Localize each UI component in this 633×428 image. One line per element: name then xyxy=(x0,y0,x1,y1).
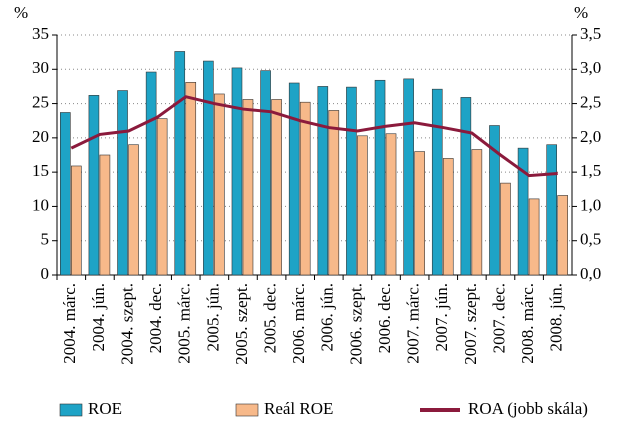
legend-label: ROE xyxy=(88,399,122,418)
y2-tick-label: 1,0 xyxy=(580,195,601,214)
x-tick-label: 2004. márc. xyxy=(60,283,79,364)
x-tick-label: 2005. márc. xyxy=(175,283,194,364)
y-tick-label: 30 xyxy=(32,58,49,77)
x-tick-label: 2007. szept. xyxy=(461,283,480,365)
bar xyxy=(174,51,186,276)
legend-swatch xyxy=(235,403,259,417)
x-tick-label: 2004. jún. xyxy=(89,283,108,351)
bar xyxy=(517,147,529,276)
bar xyxy=(203,60,214,276)
y2-tick-label: 3,0 xyxy=(580,58,601,77)
bar xyxy=(271,99,282,276)
legend-swatch xyxy=(59,403,83,417)
bar xyxy=(357,135,368,276)
x-tick-label: 2007. dec. xyxy=(489,283,508,353)
y-tick-label: 25 xyxy=(32,92,49,111)
bar xyxy=(99,154,111,276)
bar xyxy=(117,90,128,276)
bar xyxy=(546,144,557,276)
bar xyxy=(71,165,82,276)
y-tick-label: 5 xyxy=(41,230,50,249)
line xyxy=(70,95,558,178)
y2-unit: % xyxy=(574,3,588,22)
x-tick-label: 2006. márc. xyxy=(289,283,308,364)
bar xyxy=(185,82,197,276)
legend-label: ROA (jobb skála) xyxy=(468,399,588,418)
x-tick-label: 2008. jún. xyxy=(547,283,566,351)
y2-tick-label: 2,0 xyxy=(580,127,601,146)
bar xyxy=(156,118,168,276)
y2-tick-label: 1,5 xyxy=(580,161,601,180)
x-tick-label: 2006. szept. xyxy=(346,283,365,365)
y-tick-label: 15 xyxy=(32,161,49,180)
bar xyxy=(442,158,454,276)
x-tick-label: 2007. jún. xyxy=(432,283,451,351)
x-tick-label: 2007. márc. xyxy=(404,283,423,364)
legend-label: Reál ROE xyxy=(264,399,333,418)
bar xyxy=(60,112,71,276)
x-tick-label: 2005. jún. xyxy=(203,283,222,351)
bar xyxy=(128,144,139,276)
bar xyxy=(260,70,271,276)
x-tick-label: 2005. dec. xyxy=(260,283,279,353)
x-tick-label: 2008. márc. xyxy=(518,283,537,364)
bar xyxy=(460,97,472,276)
bar xyxy=(299,101,311,276)
bar xyxy=(374,79,386,276)
x-tick-label: 2004. szept. xyxy=(117,283,136,365)
bar xyxy=(528,198,540,276)
bar xyxy=(346,86,357,276)
bar xyxy=(403,78,414,276)
y2-tick-label: 0,5 xyxy=(580,230,601,249)
y-tick-label: 0 xyxy=(41,264,50,283)
bar xyxy=(288,82,300,276)
y-tick-label: 10 xyxy=(32,195,49,214)
y-tick-label: 35 xyxy=(32,24,49,43)
bar xyxy=(214,93,225,276)
bar xyxy=(414,151,425,276)
bar xyxy=(489,125,500,276)
y-tick-label: 20 xyxy=(32,127,49,146)
bar xyxy=(88,95,100,276)
bar xyxy=(242,99,254,276)
x-tick-label: 2004. dec. xyxy=(146,283,165,353)
bar xyxy=(231,67,243,276)
y2-tick-label: 0,0 xyxy=(580,264,601,283)
bar xyxy=(385,133,397,276)
bar xyxy=(328,110,340,276)
y-unit: % xyxy=(14,3,28,22)
y2-tick-label: 3,5 xyxy=(580,24,601,43)
bar xyxy=(431,88,443,276)
bar xyxy=(500,182,511,276)
bar xyxy=(557,195,568,276)
x-tick-label: 2006. jún. xyxy=(318,283,337,351)
bar xyxy=(145,71,157,276)
bar xyxy=(471,149,483,276)
bar xyxy=(317,86,329,276)
y2-tick-label: 2,5 xyxy=(580,92,601,111)
x-tick-label: 2005. szept. xyxy=(232,283,251,365)
x-tick-label: 2006. dec. xyxy=(375,283,394,353)
